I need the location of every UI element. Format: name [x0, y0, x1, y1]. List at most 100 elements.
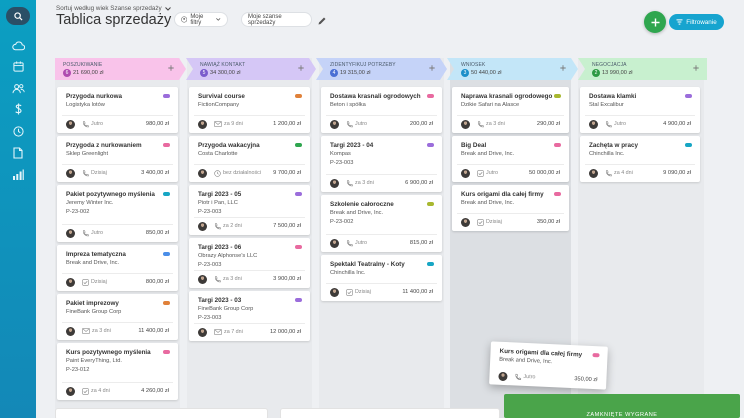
- card-divider: [194, 270, 305, 271]
- avatar: [66, 326, 75, 336]
- stage-header[interactable]: POSZUKIWANIE 6 21 690,00 zł: [55, 58, 186, 80]
- card-tag: [163, 192, 170, 196]
- card-when: Jutro: [91, 230, 103, 236]
- opportunity-card[interactable]: Przygoda wakacyjna Costa Charlotte bez dzi…: [189, 136, 310, 182]
- avatar: [66, 119, 75, 129]
- add-to-stage-icon[interactable]: [168, 64, 174, 73]
- my-filters-button[interactable]: Moje filtry: [174, 12, 228, 27]
- opportunity-card[interactable]: Pakiet pozytywnego myślenia Jeremy Winter…: [57, 185, 178, 242]
- card-company: FineBank Group Corp: [66, 309, 122, 315]
- card-title: Pakiet imprezowy: [66, 300, 119, 307]
- stage-count-badge: 6: [63, 69, 71, 77]
- card-value: 850,00 zł: [145, 230, 169, 236]
- card-company: Logistyka lotów: [66, 102, 105, 108]
- opportunity-card[interactable]: Impreza tematyczna Break and Drive, Inc. D…: [57, 245, 178, 291]
- card-footer: Jutro 980,00 zł: [66, 119, 169, 129]
- card-footer: bez działalności 9 700,00 zł: [198, 168, 301, 178]
- add-to-stage-icon[interactable]: [560, 64, 566, 73]
- card-company: FictionCompany: [198, 102, 240, 108]
- bottom-drop-zone[interactable]: [280, 408, 500, 418]
- plus-icon: [651, 18, 659, 26]
- opportunity-card[interactable]: Pakiet imprezowy FineBank Group Corp za 3 …: [57, 294, 178, 340]
- opportunity-card[interactable]: Kurs origami dla całej firmy Break and Dr…: [452, 185, 569, 231]
- opportunity-card[interactable]: Dostawa krasnali ogrodowych Beton i spółk…: [321, 87, 442, 133]
- stage-header[interactable]: NAWIĄŻ KONTAKT 5 34 300,00 zł: [186, 58, 316, 80]
- task-check-icon: [477, 169, 484, 177]
- opportunity-card[interactable]: Targi 2023 - 03 FineBank Group Corp P-23-0…: [189, 291, 310, 341]
- document-icon[interactable]: [10, 145, 26, 161]
- card-when: Jutro: [91, 121, 103, 127]
- opportunity-card[interactable]: Naprawa krasnali ogrodowego Dzikie Safari…: [452, 87, 569, 133]
- closed-won-zone[interactable]: ZAMKNIĘTE WYGRANE: [504, 394, 740, 418]
- cloud-icon[interactable]: [10, 38, 26, 54]
- phone-icon: [605, 169, 612, 177]
- my-opportunities-button[interactable]: Moje szanse sprzedaży: [241, 12, 312, 27]
- card-when: Dzisiaj: [91, 279, 107, 285]
- card-tag: [295, 245, 302, 249]
- card-when: Dzisiaj: [355, 289, 371, 295]
- clock-icon[interactable]: [10, 123, 26, 139]
- dragged-card[interactable]: Kurs origami dla całej firmy Break and D…: [489, 341, 608, 390]
- add-to-stage-icon[interactable]: [693, 64, 699, 73]
- avatar: [198, 274, 207, 284]
- stage-header[interactable]: NEGOCJACJA 2 13 990,00 zł: [578, 58, 707, 80]
- avatar: [198, 327, 207, 337]
- opportunity-card[interactable]: Targi 2023 - 06 Obrazy Alphonse's LLC P-23…: [189, 238, 310, 288]
- phone-icon: [477, 120, 484, 128]
- opportunity-card[interactable]: Szkolenie całoroczne Break and Drive, Inc…: [321, 195, 442, 252]
- card-company: FineBank Group Corp: [198, 306, 254, 312]
- opportunity-card[interactable]: Big Deal Break and Drive, Inc. Jutro 50 000…: [452, 136, 569, 182]
- edit-icon[interactable]: [317, 13, 327, 31]
- card-divider: [62, 224, 173, 225]
- avatar: [198, 119, 207, 129]
- card-title: Kurs pozytywnego myślenia: [66, 349, 151, 356]
- chart-icon[interactable]: [10, 166, 26, 182]
- contacts-icon[interactable]: [10, 80, 26, 96]
- phone-icon: [346, 120, 353, 128]
- add-to-stage-icon[interactable]: [298, 64, 304, 73]
- opportunity-card[interactable]: Przygoda z nurkowaniem Sklep Greenlight Dz…: [57, 136, 178, 182]
- stage-amount: 19 315,00 zł: [340, 70, 371, 76]
- stage-summary: 3 50 440,00 zł: [461, 69, 501, 77]
- card-code: P-23-002: [330, 219, 354, 225]
- card-footer: Dzisiaj 11 400,00 zł: [330, 287, 433, 297]
- add-button[interactable]: [644, 11, 666, 33]
- filter-user-icon: [181, 16, 188, 23]
- card-company: Break and Drive, Inc.: [330, 210, 384, 216]
- stage-label: WNIOSEK: [461, 62, 486, 68]
- bottom-drop-zone[interactable]: [55, 408, 268, 418]
- card-footer: za 3 dni 6 900,00 zł: [330, 178, 433, 188]
- stage-header[interactable]: ZIDENTYFIKUJ POTRZEBY 4 19 315,00 zł: [316, 58, 447, 80]
- card-code: P-23-003: [198, 262, 222, 268]
- opportunity-card[interactable]: Survival course FictionCompany za 9 dni 1 2…: [189, 87, 310, 133]
- search-icon[interactable]: [6, 7, 30, 25]
- dollar-icon[interactable]: [10, 101, 26, 117]
- opportunity-card[interactable]: Dostawa klamki Stal Excalibur Jutro 4 900,0…: [580, 87, 700, 133]
- calendar-icon[interactable]: [10, 58, 26, 74]
- card-value: 6 900,00 zł: [405, 180, 433, 186]
- opportunity-card[interactable]: Targi 2023 - 04 Kompas P-23-003 za 3 dni 6 9…: [321, 136, 442, 192]
- card-tag: [685, 143, 692, 147]
- sort-selector[interactable]: Sortuj według wiek Szanse sprzedaży: [56, 5, 171, 12]
- phone-icon: [605, 120, 612, 128]
- card-tag: [427, 143, 434, 147]
- opportunity-card[interactable]: Targi 2023 - 05 Piotr i Pan, LLC P-23-003 z…: [189, 185, 310, 235]
- card-value: 9 090,00 zł: [663, 170, 691, 176]
- stage-header[interactable]: WNIOSEK 3 50 440,00 zł: [447, 58, 578, 80]
- card-tag: [554, 143, 561, 147]
- opportunity-card[interactable]: Przygoda nurkowa Logistyka lotów Jutro 980,…: [57, 87, 178, 133]
- opportunity-card[interactable]: Kurs pozytywnego myślenia Paint EveryThin…: [57, 343, 178, 400]
- add-to-stage-icon[interactable]: [429, 64, 435, 73]
- opportunity-card[interactable]: Spektakl Teatralny - Koty Chinchilla Inc.…: [321, 255, 442, 301]
- card-company: Paint EveryThing, Ltd.: [66, 358, 122, 364]
- avatar: [66, 277, 75, 287]
- filter-button[interactable]: Filtrowanie: [669, 14, 724, 30]
- card-divider: [326, 234, 437, 235]
- card-title: Szkolenie całoroczne: [330, 201, 394, 208]
- card-divider: [585, 164, 695, 165]
- task-check-icon: [82, 278, 89, 286]
- opportunity-card[interactable]: Zachęta w pracy Chinchilla Inc. za 4 dni 9 …: [580, 136, 700, 182]
- card-divider: [326, 115, 437, 116]
- card-tag: [163, 301, 170, 305]
- avatar: [461, 217, 470, 227]
